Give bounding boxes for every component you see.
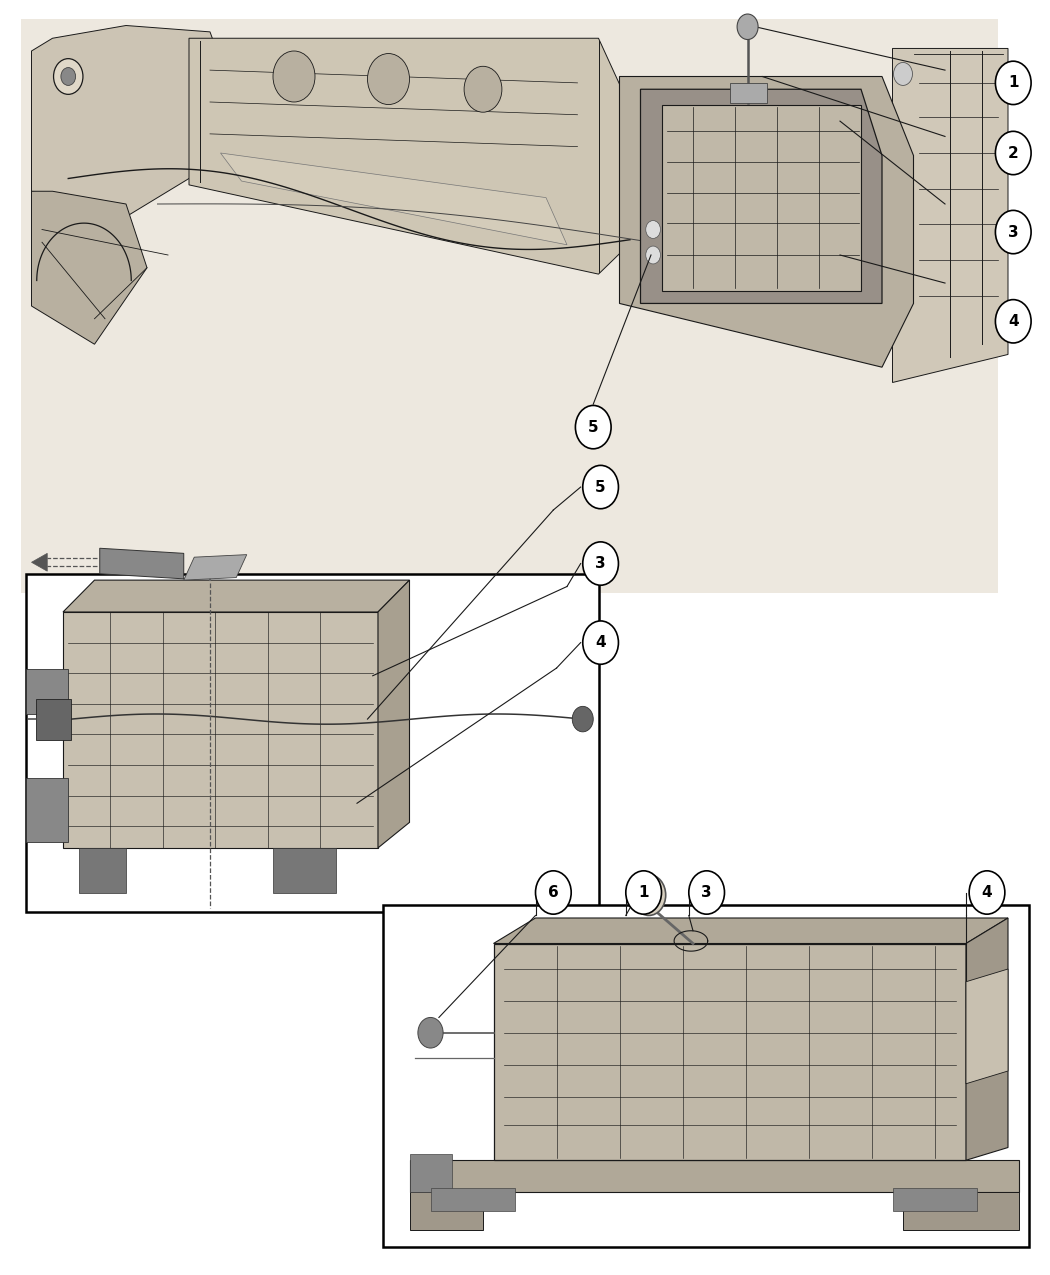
Polygon shape	[32, 26, 231, 217]
Circle shape	[583, 542, 618, 585]
Polygon shape	[189, 38, 651, 274]
Polygon shape	[640, 89, 882, 303]
Circle shape	[995, 61, 1031, 105]
Text: 2: 2	[1008, 145, 1018, 161]
Polygon shape	[36, 699, 71, 740]
Polygon shape	[730, 83, 766, 103]
Polygon shape	[410, 1160, 1018, 1192]
Circle shape	[646, 221, 660, 238]
Circle shape	[632, 875, 666, 915]
Polygon shape	[32, 553, 47, 571]
Polygon shape	[494, 944, 966, 1160]
Polygon shape	[100, 548, 184, 579]
Polygon shape	[903, 1192, 1018, 1230]
Circle shape	[969, 871, 1005, 914]
Circle shape	[646, 246, 660, 264]
Text: 3: 3	[595, 556, 606, 571]
Text: 4: 4	[595, 635, 606, 650]
Polygon shape	[966, 918, 1008, 1160]
Polygon shape	[892, 48, 1008, 382]
FancyBboxPatch shape	[21, 19, 997, 593]
Polygon shape	[494, 918, 1008, 944]
Circle shape	[583, 465, 618, 509]
Polygon shape	[220, 153, 567, 245]
Polygon shape	[430, 1188, 514, 1211]
Polygon shape	[63, 612, 378, 848]
Polygon shape	[273, 848, 336, 892]
Circle shape	[572, 706, 593, 732]
Circle shape	[583, 621, 618, 664]
Circle shape	[995, 300, 1031, 343]
Polygon shape	[184, 555, 247, 580]
Text: 6: 6	[548, 885, 559, 900]
Polygon shape	[63, 580, 410, 612]
Circle shape	[418, 1017, 443, 1048]
Polygon shape	[79, 848, 126, 892]
Text: 1: 1	[1008, 75, 1018, 91]
Circle shape	[61, 68, 76, 85]
Circle shape	[626, 871, 662, 914]
Text: 3: 3	[1008, 224, 1018, 240]
Circle shape	[575, 405, 611, 449]
Polygon shape	[26, 778, 68, 842]
Circle shape	[368, 54, 410, 105]
Text: 5: 5	[588, 419, 598, 435]
Polygon shape	[662, 105, 861, 291]
Polygon shape	[620, 76, 914, 367]
Circle shape	[995, 210, 1031, 254]
Polygon shape	[26, 669, 68, 714]
Circle shape	[995, 131, 1031, 175]
Circle shape	[894, 62, 912, 85]
Polygon shape	[378, 580, 410, 848]
Text: 4: 4	[1008, 314, 1018, 329]
Text: 1: 1	[638, 885, 649, 900]
Text: 3: 3	[701, 885, 712, 900]
Polygon shape	[892, 1188, 977, 1211]
Polygon shape	[32, 191, 147, 344]
Text: 5: 5	[595, 479, 606, 495]
FancyBboxPatch shape	[26, 574, 598, 912]
Circle shape	[536, 871, 571, 914]
FancyBboxPatch shape	[383, 905, 1029, 1247]
Polygon shape	[966, 969, 1008, 1084]
Text: 4: 4	[982, 885, 992, 900]
Circle shape	[737, 14, 758, 40]
Circle shape	[689, 871, 724, 914]
Polygon shape	[410, 1192, 483, 1230]
Polygon shape	[410, 1154, 452, 1192]
Circle shape	[464, 66, 502, 112]
Circle shape	[273, 51, 315, 102]
Circle shape	[54, 59, 83, 94]
